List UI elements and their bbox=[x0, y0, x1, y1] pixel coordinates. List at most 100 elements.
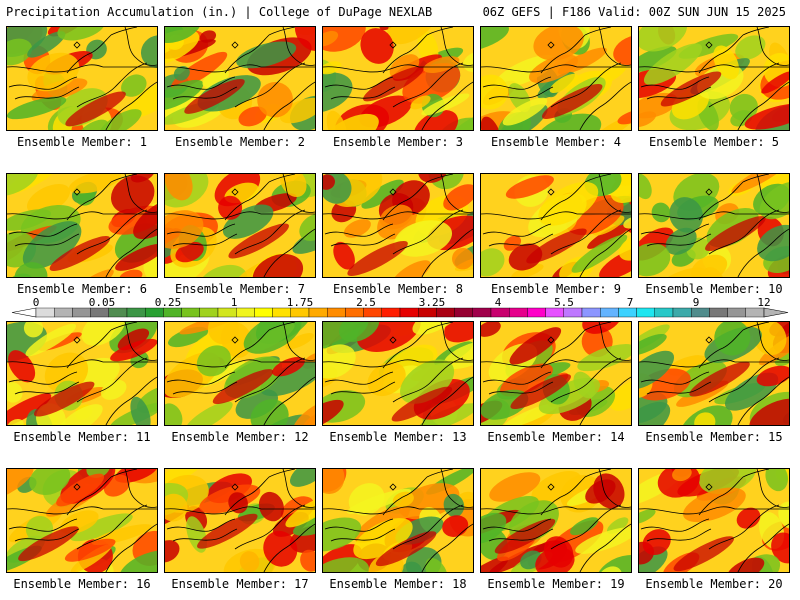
precip-contour-blob bbox=[130, 396, 151, 425]
colorbar-segment bbox=[199, 307, 219, 318]
map-boundary-line bbox=[737, 523, 789, 572]
ensemble-map-panel bbox=[480, 173, 632, 278]
colorbar-segment bbox=[672, 307, 692, 318]
colorbar-segment bbox=[108, 307, 128, 318]
map-boundary-line bbox=[426, 322, 454, 331]
map-boundary-line bbox=[584, 174, 612, 183]
ensemble-map-panel bbox=[638, 468, 790, 573]
precip-contour-blob bbox=[31, 78, 88, 102]
city-marker-icon bbox=[547, 336, 555, 344]
precip-map bbox=[481, 469, 631, 572]
city-marker-icon bbox=[73, 336, 81, 344]
precip-contour-blob bbox=[236, 41, 297, 69]
precip-contour-blob bbox=[765, 469, 788, 492]
colorbar-left-arrow bbox=[11, 307, 37, 318]
precip-contour-blob bbox=[323, 399, 344, 425]
map-boundary-line bbox=[282, 174, 315, 213]
map-boundary-line bbox=[234, 357, 306, 403]
ensemble-map-panel bbox=[480, 26, 632, 131]
heavy-precip-band bbox=[673, 536, 735, 572]
ensemble-map-panel bbox=[480, 468, 632, 573]
city-marker-icon bbox=[389, 336, 397, 344]
precip-contour-blob bbox=[323, 517, 362, 552]
precip-map bbox=[639, 322, 789, 425]
precip-contour-blob bbox=[613, 34, 631, 66]
map-boundary-line bbox=[330, 381, 396, 395]
map-boundary-line bbox=[640, 371, 710, 385]
map-boundary-line bbox=[540, 329, 586, 369]
ensemble-member-label: Ensemble Member: 20 bbox=[645, 577, 783, 591]
map-boundary-line bbox=[742, 27, 770, 36]
map-boundary-line bbox=[579, 228, 631, 277]
precip-contour-blob bbox=[639, 27, 687, 52]
map-boundary-line bbox=[392, 209, 464, 255]
colorbar-segment bbox=[290, 307, 310, 318]
map-boundary-line bbox=[708, 357, 780, 403]
map-boundary-line bbox=[282, 27, 315, 66]
precip-contour-blob bbox=[657, 267, 705, 277]
precip-contour-blob bbox=[238, 106, 267, 127]
heavy-precip-band bbox=[375, 531, 437, 567]
city-marker-icon bbox=[231, 188, 239, 196]
map-boundary-line bbox=[166, 518, 236, 532]
precip-contour-blob bbox=[618, 234, 631, 261]
precip-contour-blob bbox=[549, 73, 579, 94]
map-boundary-line bbox=[166, 223, 236, 237]
city-marker-icon bbox=[389, 188, 397, 196]
precip-contour-blob bbox=[202, 69, 229, 88]
ensemble-member-label: Ensemble Member: 8 bbox=[332, 282, 464, 296]
map-boundary-line bbox=[8, 223, 78, 237]
colorbar-segment bbox=[636, 307, 655, 318]
precip-contour-blob bbox=[300, 549, 315, 572]
precip-contour-blob bbox=[81, 322, 126, 346]
city-marker-icon bbox=[231, 336, 239, 344]
map-boundary-line bbox=[165, 64, 262, 73]
precip-contour-blob bbox=[511, 263, 544, 277]
map-boundary-line bbox=[584, 322, 612, 331]
colorbar-tick-label: 1.75 bbox=[286, 296, 314, 309]
precip-contour-blob bbox=[292, 515, 315, 536]
map-boundary-line bbox=[234, 62, 306, 108]
map-boundary-line bbox=[392, 62, 464, 108]
ensemble-member-label: Ensemble Member: 2 bbox=[174, 135, 306, 149]
map-boundary-line bbox=[110, 174, 138, 183]
map-boundary-line bbox=[742, 322, 770, 331]
precip-contour-blob bbox=[778, 501, 789, 529]
precip-contour-blob bbox=[651, 202, 671, 223]
ensemble-member-label: Ensemble Member: 13 bbox=[329, 430, 467, 444]
colorbar-segment bbox=[563, 307, 583, 318]
map-boundary-line bbox=[382, 34, 428, 74]
heavy-precip-band bbox=[347, 241, 408, 276]
map-boundary-line bbox=[263, 376, 315, 425]
precip-contour-blob bbox=[23, 322, 44, 338]
city-marker-icon bbox=[705, 336, 713, 344]
colorbar-segment bbox=[436, 307, 455, 318]
colorbar-segment bbox=[272, 307, 292, 318]
precip-contour-blob bbox=[505, 175, 554, 199]
precip-contour-blob bbox=[165, 27, 202, 44]
ensemble-map-panel bbox=[6, 173, 158, 278]
heavy-precip-band bbox=[705, 216, 766, 252]
precip-contour-blob bbox=[323, 72, 353, 113]
map-boundary-line bbox=[282, 322, 315, 361]
heavy-precip-band bbox=[526, 228, 587, 264]
precip-contour-blob bbox=[7, 96, 67, 120]
map-boundary-line bbox=[426, 469, 454, 478]
precip-contour-blob bbox=[78, 119, 109, 130]
ensemble-map-panel bbox=[6, 321, 158, 426]
precip-contour-blob bbox=[759, 181, 789, 220]
precip-contour-blob bbox=[642, 529, 671, 556]
map-boundary-line bbox=[105, 81, 157, 130]
map-boundary-line bbox=[323, 211, 420, 220]
precip-contour-blob bbox=[353, 518, 413, 560]
precip-contour-blob bbox=[68, 174, 121, 194]
ensemble-member-label: Ensemble Member: 12 bbox=[171, 430, 309, 444]
precip-contour-blob bbox=[639, 111, 657, 128]
map-boundary-line bbox=[488, 528, 554, 542]
precip-contour-blob bbox=[356, 322, 421, 352]
map-boundary-line bbox=[488, 86, 554, 100]
precip-contour-blob bbox=[391, 260, 431, 277]
precip-contour-blob bbox=[143, 255, 157, 277]
map-boundary-line bbox=[224, 34, 270, 74]
map-boundary-line bbox=[14, 528, 80, 542]
